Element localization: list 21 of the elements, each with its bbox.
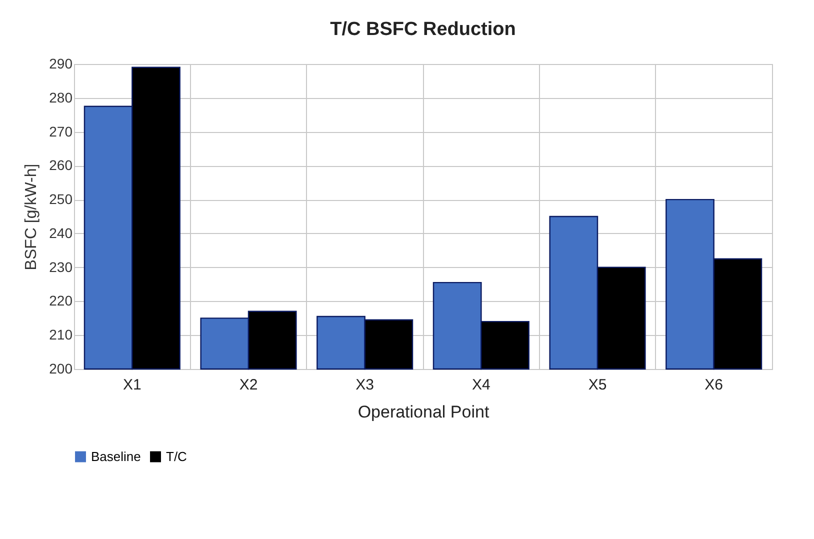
y-tick-label: 240: [49, 224, 73, 241]
y-tick-label: 260: [49, 157, 73, 174]
x-tick-label: X1: [122, 376, 142, 394]
x-axis-title: Operational Point: [358, 402, 490, 422]
x-tick-label: X2: [239, 376, 258, 394]
chart-title: T/C BSFC Reduction: [330, 19, 516, 40]
x-tick-label: X5: [588, 376, 607, 394]
x-tick-label: X3: [356, 376, 374, 394]
y-tick-label: 270: [49, 123, 73, 140]
y-tick-label: 290: [49, 56, 73, 72]
y-tick-label: 210: [49, 326, 73, 343]
legend-label: Baseline: [91, 448, 141, 464]
y-tick-label: 220: [49, 292, 73, 309]
y-tick-label: 200: [49, 360, 73, 376]
x-tick-label: X6: [704, 376, 724, 394]
y-tick-label: 280: [49, 89, 73, 106]
y-tick-label: 230: [49, 258, 73, 275]
legend-label: T/C: [166, 448, 187, 464]
y-tick-label: 250: [49, 191, 73, 208]
x-tick-label: X4: [472, 376, 490, 394]
y-axis-title: BSFC [g/kW-h]: [23, 164, 40, 270]
